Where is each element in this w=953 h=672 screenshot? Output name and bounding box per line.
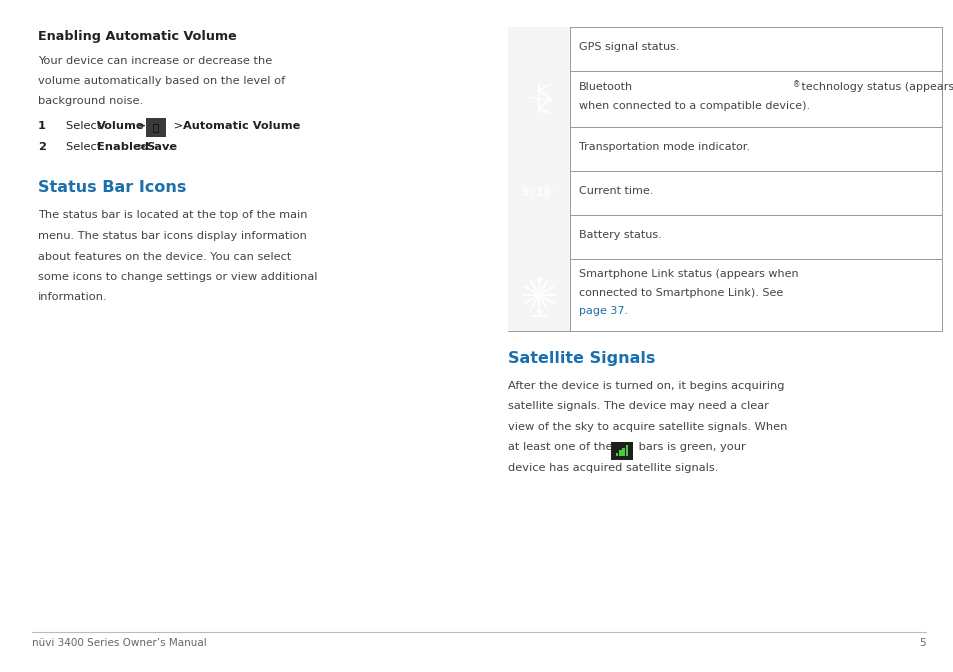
Text: After the device is turned on, it begins acquiring: After the device is turned on, it begins… <box>507 380 783 390</box>
Bar <box>513 132 564 165</box>
Bar <box>524 52 530 58</box>
Bar <box>618 450 621 456</box>
Bar <box>513 220 564 253</box>
Bar <box>518 146 558 157</box>
Text: Automatic Volume: Automatic Volume <box>183 121 300 131</box>
Text: Volume: Volume <box>96 121 144 131</box>
Bar <box>547 38 553 58</box>
Text: GPS signal status.: GPS signal status. <box>578 42 679 52</box>
Text: 9:10: 9:10 <box>520 186 551 199</box>
Text: Battery status.: Battery status. <box>578 230 661 240</box>
Bar <box>507 171 941 215</box>
Circle shape <box>524 155 530 161</box>
Text: 🔧: 🔧 <box>152 122 159 132</box>
Bar <box>507 215 941 259</box>
Text: Save: Save <box>146 142 177 153</box>
Circle shape <box>544 155 551 161</box>
Bar <box>507 259 569 331</box>
Text: view of the sky to acquire satellite signals. When: view of the sky to acquire satellite sig… <box>507 421 786 431</box>
Bar <box>625 445 627 456</box>
Bar <box>519 229 542 245</box>
Text: Current time.: Current time. <box>578 185 653 196</box>
Bar <box>514 177 563 208</box>
Bar <box>507 71 569 127</box>
Text: .: . <box>267 121 271 131</box>
Text: 2: 2 <box>38 142 46 153</box>
Bar <box>518 228 550 246</box>
Bar <box>507 27 569 71</box>
Text: page 37.: page 37. <box>578 306 627 317</box>
Text: device has acquired satellite signals.: device has acquired satellite signals. <box>507 462 718 472</box>
Text: Satellite Signals: Satellite Signals <box>507 351 655 366</box>
Bar <box>513 77 564 122</box>
Text: >: > <box>132 142 150 153</box>
Text: >: > <box>132 121 150 131</box>
Bar <box>532 48 537 58</box>
Text: when connected to a compatible device).: when connected to a compatible device). <box>578 101 809 111</box>
Bar <box>507 259 941 331</box>
Bar <box>146 118 166 136</box>
Text: Bluetooth: Bluetooth <box>578 83 633 93</box>
Text: information.: information. <box>38 292 108 302</box>
Text: bars is green, your: bars is green, your <box>635 442 745 452</box>
Text: Status Bar Icons: Status Bar Icons <box>38 181 186 196</box>
Text: menu. The status bar icons display information: menu. The status bar icons display infor… <box>38 231 307 241</box>
Text: 5: 5 <box>919 638 925 648</box>
Text: Enabling Automatic Volume: Enabling Automatic Volume <box>38 30 236 43</box>
Text: A: A <box>553 185 557 190</box>
Text: about features on the device. You can select: about features on the device. You can se… <box>38 251 291 261</box>
Text: technology status (appears: technology status (appears <box>798 83 953 93</box>
Text: Transportation mode indicator.: Transportation mode indicator. <box>578 142 749 152</box>
Bar <box>610 442 633 460</box>
Bar <box>507 127 941 171</box>
Bar <box>507 127 569 171</box>
Text: ®: ® <box>793 80 800 89</box>
Text: connected to Smartphone Link). See: connected to Smartphone Link). See <box>578 288 782 298</box>
Bar <box>507 71 941 127</box>
Text: .: . <box>168 142 172 153</box>
Text: The status bar is located at the top of the main: The status bar is located at the top of … <box>38 210 307 220</box>
Bar <box>550 233 553 241</box>
Bar <box>507 171 569 215</box>
Text: Select: Select <box>66 142 105 153</box>
Text: 1: 1 <box>38 121 46 131</box>
Text: some icons to change settings or view additional: some icons to change settings or view ad… <box>38 272 317 282</box>
Text: Smartphone Link status (appears when: Smartphone Link status (appears when <box>578 269 798 280</box>
Text: volume automatically based on the level of: volume automatically based on the level … <box>38 76 285 86</box>
Text: Select: Select <box>66 121 105 131</box>
Bar <box>621 448 624 456</box>
Text: >: > <box>170 121 187 131</box>
Text: Your device can increase or decrease the: Your device can increase or decrease the <box>38 56 272 65</box>
Polygon shape <box>525 139 553 146</box>
Text: Enabled: Enabled <box>96 142 149 153</box>
Text: at least one of the: at least one of the <box>507 442 616 452</box>
Text: background noise.: background noise. <box>38 97 143 106</box>
Bar <box>507 215 569 259</box>
Text: nüvi 3400 Series Owner’s Manual: nüvi 3400 Series Owner’s Manual <box>32 638 207 648</box>
Bar <box>507 27 941 71</box>
Bar <box>616 452 618 456</box>
Bar <box>513 265 564 325</box>
Bar <box>539 43 545 58</box>
Text: satellite signals. The device may need a clear: satellite signals. The device may need a… <box>507 401 768 411</box>
Bar <box>513 177 564 210</box>
Bar <box>513 32 564 65</box>
